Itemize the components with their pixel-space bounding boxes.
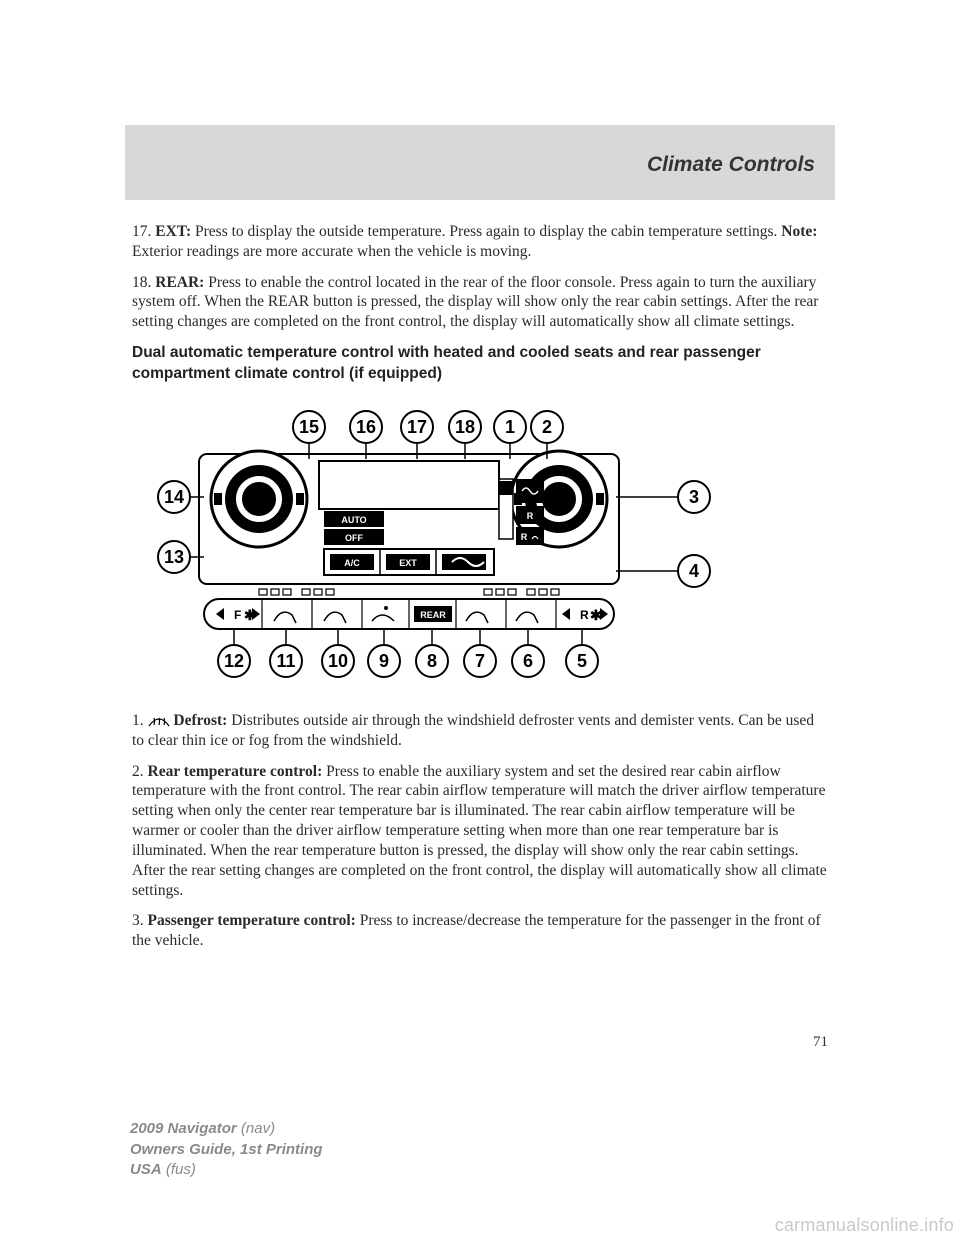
svg-text:8: 8 [427,651,437,671]
footer-line-1: 2009 Navigator (nav) [130,1119,323,1139]
item-1-text: Distributes outside air through the wind… [132,712,814,749]
item-17-label: EXT: [155,223,191,240]
svg-text:12: 12 [224,651,244,671]
page-number: 71 [813,1034,828,1051]
item-1-label: Defrost: [173,712,227,729]
footer: 2009 Navigator (nav) Owners Guide, 1st P… [130,1119,323,1180]
footer-region: USA [130,1161,162,1178]
item-3-label: Passenger temperature control: [148,912,356,929]
item-18: 18. REAR: Press to enable the control lo… [132,273,828,332]
svg-text:13: 13 [164,547,184,567]
climate-control-diagram: AUTO OFF A/C EXT R [154,399,714,689]
svg-text:17: 17 [407,417,427,437]
item-18-num: 18. [132,274,155,291]
svg-text:2: 2 [542,417,552,437]
item-17-num: 17. [132,223,155,240]
item-2-text: Press to enable the auxiliary system and… [132,763,827,899]
svg-text:A/C: A/C [344,558,360,568]
svg-text:R: R [527,511,534,521]
item-1: 1. Defrost: Distributes outside air thro… [132,711,828,751]
svg-text:F: F [234,608,241,622]
svg-text:15: 15 [299,417,319,437]
item-3: 3. Passenger temperature control: Press … [132,911,828,951]
item-18-label: REAR: [155,274,204,291]
footer-line-3: USA (fus) [130,1160,323,1180]
section-title: Climate Controls [647,153,815,177]
svg-text:16: 16 [356,417,376,437]
item-17-note-text: Exterior readings are more accurate when… [132,243,531,260]
footer-code-2: (fus) [162,1161,196,1178]
svg-text:AUTO: AUTO [341,515,366,525]
subheading: Dual automatic temperature control with … [132,343,828,385]
svg-text:REAR: REAR [420,610,446,620]
item-17-text: Press to display the outside temperature… [191,223,781,240]
footer-code-1: (nav) [237,1120,275,1137]
svg-text:EXT: EXT [399,558,417,568]
watermark: carmanualsonline.info [775,1215,954,1236]
svg-text:6: 6 [523,651,533,671]
item-17-note-label: Note: [781,223,817,240]
svg-text:1: 1 [505,417,515,437]
svg-text:OFF: OFF [345,533,363,543]
header-band: Climate Controls [125,125,835,200]
svg-text:7: 7 [475,651,485,671]
content-area: 17. EXT: Press to display the outside te… [132,222,828,962]
svg-text:3: 3 [689,487,699,507]
svg-text:5: 5 [577,651,587,671]
item-3-num: 3. [132,912,148,929]
item-1-num: 1. [132,712,148,729]
svg-text:R: R [521,532,528,542]
svg-text:9: 9 [379,651,389,671]
svg-text:11: 11 [276,651,295,671]
item-2: 2. Rear temperature control: Press to en… [132,762,828,901]
item-17: 17. EXT: Press to display the outside te… [132,222,828,262]
svg-text:18: 18 [455,417,475,437]
footer-line-2: Owners Guide, 1st Printing [130,1140,323,1160]
svg-text:R: R [580,608,589,622]
item-18-text: Press to enable the control located in t… [132,274,818,331]
svg-text:10: 10 [328,651,348,671]
page: Climate Controls 17. EXT: Press to displ… [0,0,960,1242]
svg-text:4: 4 [689,561,699,581]
item-2-num: 2. [132,763,148,780]
svg-text:14: 14 [164,487,184,507]
defrost-icon [148,714,170,728]
footer-model: 2009 Navigator [130,1120,237,1137]
item-2-label: Rear temperature control: [148,763,323,780]
